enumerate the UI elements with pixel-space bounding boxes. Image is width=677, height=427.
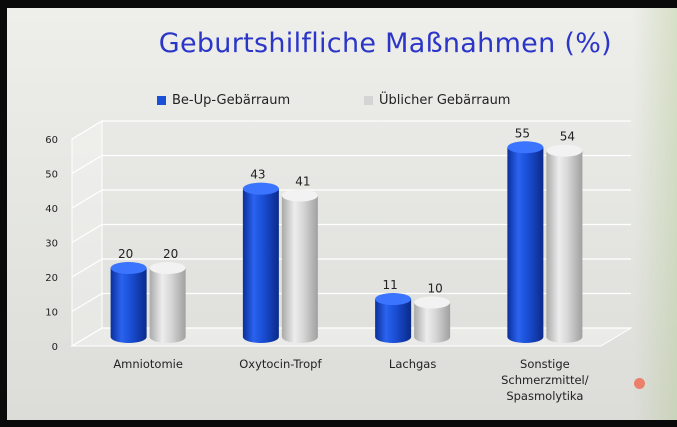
legend-label-ueblicher: Üblicher Gebärraum: [379, 93, 511, 108]
gridline-0: [71, 327, 631, 347]
gridline-20: [71, 258, 631, 278]
y-tick-label: 30: [45, 239, 58, 250]
chart-title: Geburtshilfliche Maßnahmen (%): [158, 28, 612, 59]
gridline-40: [71, 189, 631, 209]
bar-top-ueblicher-lachgas: [414, 296, 451, 309]
legend-swatch-be-up: [157, 96, 166, 105]
y-tick-label: 0: [52, 342, 58, 353]
decorative-dot: [634, 378, 645, 389]
legend-label-be-up: Be-Up-Gebärraum: [172, 93, 291, 108]
y-tick-label: 10: [45, 308, 58, 319]
bar-be-up-sonstige: [507, 147, 544, 343]
bar-top-be-up-oxytocin-tropf: [242, 182, 279, 195]
bar-ueblicher-oxytocin-tropf: [281, 195, 318, 343]
data-label-be-up-oxytocin-tropf: 43: [250, 168, 265, 182]
data-label-be-up-lachgas: 11: [382, 278, 397, 292]
data-label-be-up-amniotomie: 20: [118, 247, 133, 261]
x-tick-label: Amniotomie: [113, 357, 183, 371]
gridline-50: [71, 154, 631, 175]
bar-top-ueblicher-amniotomie: [149, 262, 186, 274]
bar-ueblicher-amniotomie: [149, 268, 186, 343]
y-tick-label: 60: [45, 135, 58, 146]
gridline-30: [71, 223, 631, 244]
x-tick-label: Sonstige Schmerzmittel/Spasmolytika: [501, 357, 589, 403]
data-label-ueblicher-lachgas: 10: [427, 282, 442, 296]
bar-top-be-up-sonstige: [507, 141, 544, 154]
slide: Geburtshilfliche Maßnahmen (%) Be-Up-Geb…: [7, 8, 677, 420]
bar-be-up-amniotomie: [110, 268, 147, 343]
bar-ueblicher-lachgas: [414, 302, 451, 343]
y-tick-label: 20: [45, 273, 58, 284]
bar-top-ueblicher-oxytocin-tropf: [281, 189, 318, 202]
bar-ueblicher-sonstige: [546, 150, 583, 343]
bar-be-up-lachgas: [375, 299, 412, 343]
legend-item-ueblicher: Üblicher Gebärraum: [364, 93, 510, 108]
bar-top-be-up-amniotomie: [110, 262, 147, 274]
bar-top-ueblicher-sonstige: [546, 144, 583, 157]
data-label-ueblicher-sonstige: 54: [560, 130, 575, 144]
data-label-ueblicher-oxytocin-tropf: 41: [295, 175, 310, 189]
data-label-be-up-sonstige: 55: [515, 126, 530, 140]
gridline-60: [71, 120, 631, 140]
gridline-10: [71, 292, 631, 313]
x-tick-label: Oxytocin-Tropf: [239, 357, 322, 371]
bar-be-up-oxytocin-tropf: [242, 188, 279, 343]
x-tick-label: Lachgas: [389, 357, 436, 371]
bar-top-be-up-lachgas: [375, 293, 412, 306]
y-tick-label: 40: [45, 204, 58, 215]
y-tick-label: 50: [45, 170, 58, 181]
bar-chart: 0 10 20 30 40 50 60 20 20 Amniotomie 41 43 Oxytocin-…: [45, 120, 633, 403]
legend-swatch-ueblicher: [364, 96, 373, 105]
legend-item-be-up: Be-Up-Gebärraum: [157, 93, 290, 108]
data-label-ueblicher-amniotomie: 20: [163, 247, 178, 261]
